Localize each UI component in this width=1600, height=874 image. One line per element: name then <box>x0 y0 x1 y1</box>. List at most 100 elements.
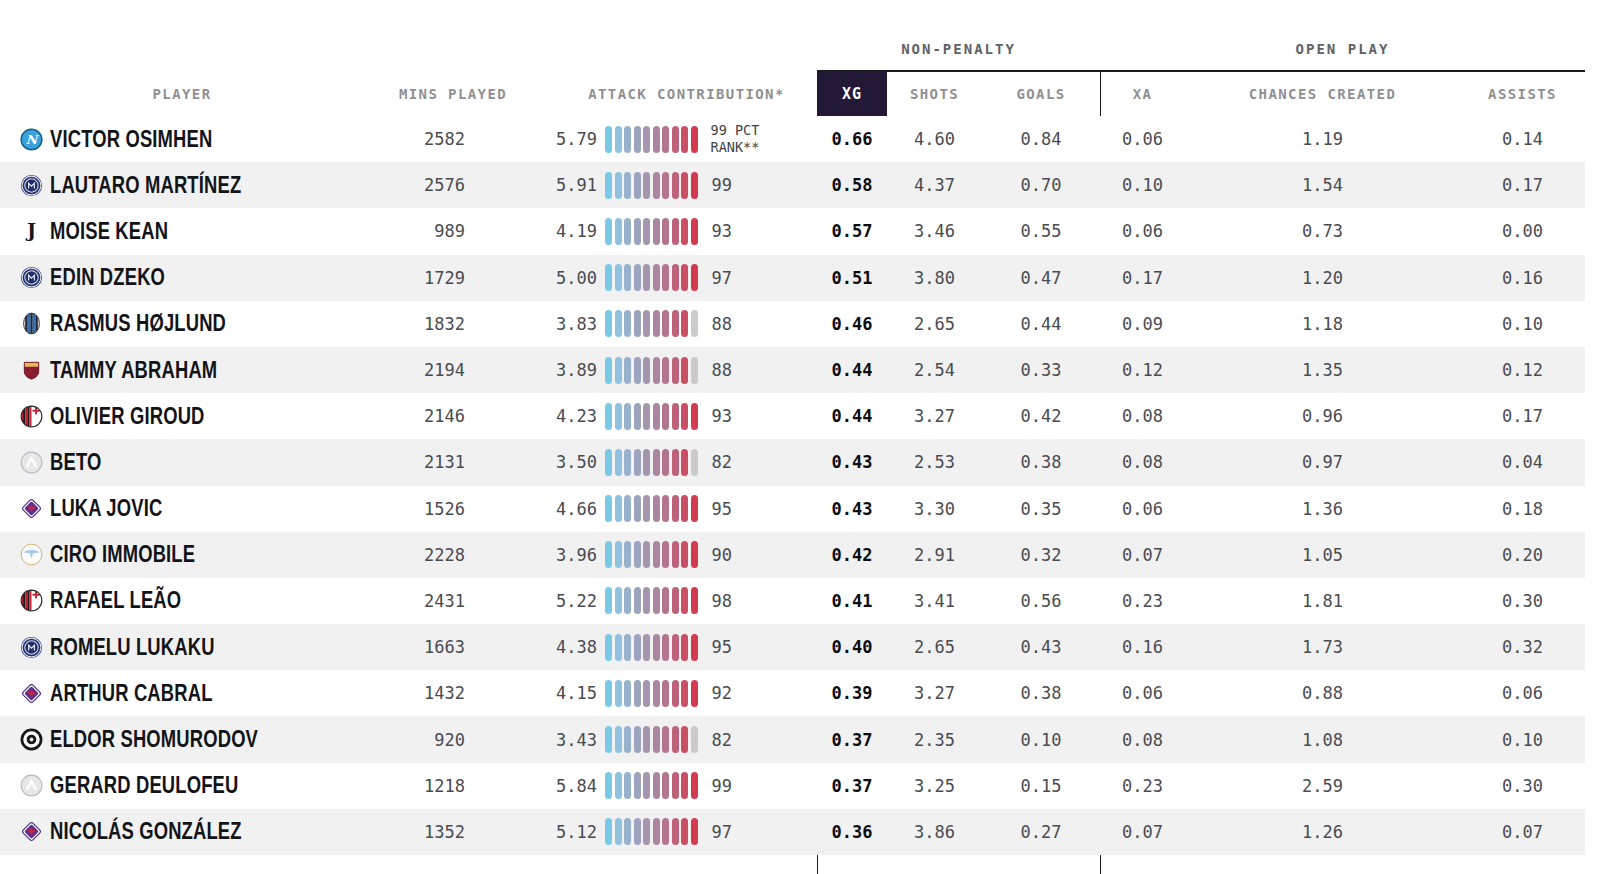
player-cell: TAMMY ABRAHAM <box>0 357 340 384</box>
col-header-player[interactable]: PLAYER <box>12 86 352 102</box>
bar-segment <box>672 772 679 799</box>
bar-segment <box>624 587 631 614</box>
attack-contribution-value: 3.43 <box>500 730 597 750</box>
xg-value: 0.39 <box>817 683 887 703</box>
table-row: JMOISE KEAN9894.19930.573.460.550.060.73… <box>0 208 1585 254</box>
attack-contribution-value: 4.19 <box>500 221 597 241</box>
col-header-assists[interactable]: ASSISTS <box>1460 86 1585 102</box>
bar-segment <box>653 126 660 153</box>
chances-created-value: 1.08 <box>1185 730 1460 750</box>
table-row: NICOLÁS GONZÁLEZ13525.12970.363.860.270.… <box>0 809 1585 855</box>
bar-segment <box>672 726 679 753</box>
attack-contribution-cell: 3.8988 <box>500 357 817 384</box>
bar-segment <box>691 403 698 430</box>
fiorentina-badge-icon <box>20 497 43 520</box>
percentile-bar-chart <box>605 587 698 614</box>
inter-badge-icon <box>20 266 43 289</box>
xg-value: 0.44 <box>817 406 887 426</box>
bar-segment <box>615 449 622 476</box>
bar-segment <box>624 772 631 799</box>
attack-contribution-cell: 3.8388 <box>500 310 817 337</box>
attack-contribution-value: 4.38 <box>500 637 597 657</box>
bar-segment <box>615 264 622 291</box>
bar-segment <box>662 310 669 337</box>
xa-value: 0.23 <box>1100 776 1185 796</box>
shots-value: 4.37 <box>887 175 982 195</box>
percentile-bar-chart <box>605 634 698 661</box>
col-header-mins-played[interactable]: MINS PLAYED <box>373 86 533 102</box>
table-row: BETO21313.50820.432.530.380.080.970.04 <box>0 439 1585 485</box>
bar-segment <box>681 357 688 384</box>
attack-contribution-value: 3.83 <box>500 314 597 334</box>
bar-segment <box>672 541 679 568</box>
goals-value: 0.38 <box>982 452 1100 472</box>
bar-segment <box>653 818 660 845</box>
bar-segment <box>643 772 650 799</box>
bar-segment <box>643 357 650 384</box>
attack-contribution-value: 3.96 <box>500 545 597 565</box>
bar-segment <box>662 772 669 799</box>
bar-segment <box>643 587 650 614</box>
mins-played-value: 2146 <box>340 406 500 426</box>
bar-segment <box>615 310 622 337</box>
assists-value: 0.12 <box>1460 360 1585 380</box>
bar-segment <box>691 126 698 153</box>
col-header-xa[interactable]: XA <box>1100 86 1185 102</box>
bar-segment <box>672 264 679 291</box>
col-header-shots[interactable]: SHOTS <box>887 86 982 102</box>
bar-segment <box>634 818 641 845</box>
table-row: EDIN DZEKO17295.00970.513.800.470.171.20… <box>0 255 1585 301</box>
assists-value: 0.18 <box>1460 499 1585 519</box>
spezia-badge-icon <box>20 728 43 751</box>
mins-played-value: 1352 <box>340 822 500 842</box>
col-header-goals[interactable]: GOALS <box>982 86 1100 102</box>
bar-segment <box>615 634 622 661</box>
bar-segment <box>615 680 622 707</box>
percentile-bar-chart <box>605 357 698 384</box>
bar-segment <box>615 357 622 384</box>
bar-segment <box>615 126 622 153</box>
bar-segment <box>634 680 641 707</box>
xg-value: 0.57 <box>817 221 887 241</box>
table-row: RAFAEL LEÃO24315.22980.413.410.560.231.8… <box>0 578 1585 624</box>
bar-segment <box>662 634 669 661</box>
pct-rank-value: 93 <box>712 406 732 426</box>
player-name: ROMELU LUKAKU <box>50 634 215 661</box>
attack-contribution-value: 4.66 <box>500 499 597 519</box>
bar-segment <box>672 449 679 476</box>
bar-segment <box>624 218 631 245</box>
milan-badge-icon <box>20 589 43 612</box>
col-header-attack-contribution[interactable]: ATTACK CONTRIBUTION* <box>528 86 845 102</box>
shots-value: 3.25 <box>887 776 982 796</box>
percentile-bar-chart <box>605 495 698 522</box>
pct-rank-value: 93 <box>712 221 732 241</box>
bar-segment <box>605 726 612 753</box>
bar-segment <box>605 449 612 476</box>
udinese-badge-icon <box>20 774 43 797</box>
bar-segment <box>691 772 698 799</box>
assists-value: 0.17 <box>1460 175 1585 195</box>
mins-played-value: 2431 <box>340 591 500 611</box>
col-header-chances-created[interactable]: CHANCES CREATED <box>1185 86 1460 102</box>
bar-segment <box>691 541 698 568</box>
bar-segment <box>672 403 679 430</box>
bar-segment <box>605 403 612 430</box>
goals-value: 0.35 <box>982 499 1100 519</box>
xg-value: 0.37 <box>817 776 887 796</box>
player-name: OLIVIER GIROUD <box>50 403 205 430</box>
pct-rank-value: 82 <box>712 452 732 472</box>
bar-segment <box>672 126 679 153</box>
player-cell: ELDOR SHOMURODOV <box>0 726 340 753</box>
bar-segment <box>634 587 641 614</box>
chances-created-value: 1.18 <box>1185 314 1460 334</box>
chances-created-value: 1.54 <box>1185 175 1460 195</box>
bar-segment <box>653 172 660 199</box>
bar-segment <box>634 126 641 153</box>
fiorentina-badge-icon <box>20 682 43 705</box>
bar-segment <box>615 541 622 568</box>
bar-segment <box>662 587 669 614</box>
player-name: TAMMY ABRAHAM <box>50 357 217 384</box>
percentile-bar-chart <box>605 310 698 337</box>
bar-segment <box>624 310 631 337</box>
table-row: ROMELU LUKAKU16634.38950.402.650.430.161… <box>0 624 1585 670</box>
